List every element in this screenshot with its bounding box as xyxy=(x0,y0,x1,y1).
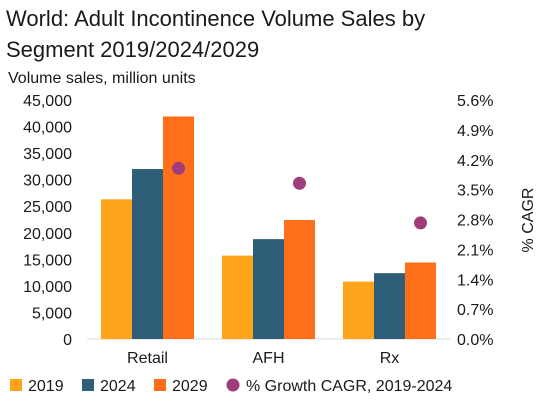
cagr-marker-afh xyxy=(293,176,306,190)
y-tick-label: 45,000 xyxy=(23,93,72,110)
y2-tick-label: 2.1% xyxy=(457,242,493,259)
secondary-y-axis-ticks: 0.0% 0.7% 1.4% 2.1% 2.8% 3.5% 4.2% 4.9% 5.6% xyxy=(457,93,493,349)
legend-swatch-2024 xyxy=(82,379,94,391)
chart-title-line-1: World: Adult Incontinence Volume Sales b… xyxy=(6,6,425,31)
y-tick-label: 5,000 xyxy=(32,305,72,322)
category-label: Rx xyxy=(380,350,400,367)
y2-tick-label: 1.4% xyxy=(457,272,493,289)
cagr-marker-rx xyxy=(414,216,427,230)
bar-2019-afh xyxy=(222,255,253,339)
bar-2019-retail xyxy=(101,199,132,339)
bar-2029-afh xyxy=(284,220,315,339)
secondary-y-axis-label: % CAGR xyxy=(520,188,537,253)
legend-swatch-2019 xyxy=(10,379,22,391)
cagr-marker-retail xyxy=(172,161,185,175)
category-labels: Retail AFH Rx xyxy=(127,350,399,367)
legend-label-2029: 2029 xyxy=(172,378,208,395)
bar-2024-afh xyxy=(253,239,284,339)
y-tick-label: 30,000 xyxy=(23,173,72,190)
category-label: AFH xyxy=(253,350,285,367)
y-tick-label: 25,000 xyxy=(23,199,72,216)
bar-2024-rx xyxy=(374,273,405,339)
legend-label-cagr: % Growth CAGR, 2019-2024 xyxy=(246,378,452,395)
bar-2019-rx xyxy=(343,281,374,339)
y2-tick-label: 0.0% xyxy=(457,332,493,349)
chart-subtitle: Volume sales, million units xyxy=(8,70,196,87)
category-label: Retail xyxy=(127,350,168,367)
y2-tick-label: 4.9% xyxy=(457,123,493,140)
legend-swatch-cagr xyxy=(226,378,240,392)
cagr-markers-group xyxy=(172,161,427,230)
y-tick-label: 0 xyxy=(63,332,72,349)
chart-title-line-2: Segment 2019/2024/2029 xyxy=(6,37,259,62)
bar-2029-rx xyxy=(405,262,436,339)
legend: 2019 2024 2029 % Growth CAGR, 2019-2024 xyxy=(10,378,452,395)
y2-tick-label: 0.7% xyxy=(457,302,493,319)
bars-group xyxy=(101,116,436,339)
y2-tick-label: 2.8% xyxy=(457,213,493,230)
y-tick-label: 15,000 xyxy=(23,252,72,269)
legend-label-2019: 2019 xyxy=(28,378,64,395)
y-tick-label: 10,000 xyxy=(23,279,72,296)
legend-swatch-2029 xyxy=(154,379,166,391)
y2-tick-label: 4.2% xyxy=(457,153,493,170)
y2-tick-label: 5.6% xyxy=(457,93,493,110)
y-tick-label: 35,000 xyxy=(23,146,72,163)
y-axis-ticks: 0 5,000 10,000 15,000 20,000 25,000 30,000 35,0… xyxy=(23,93,72,349)
legend-label-2024: 2024 xyxy=(100,378,136,395)
bar-2024-retail xyxy=(132,169,163,339)
y-tick-label: 40,000 xyxy=(23,120,72,137)
y2-tick-label: 3.5% xyxy=(457,183,493,200)
bar-2029-retail xyxy=(163,116,194,339)
y-tick-label: 20,000 xyxy=(23,226,72,243)
